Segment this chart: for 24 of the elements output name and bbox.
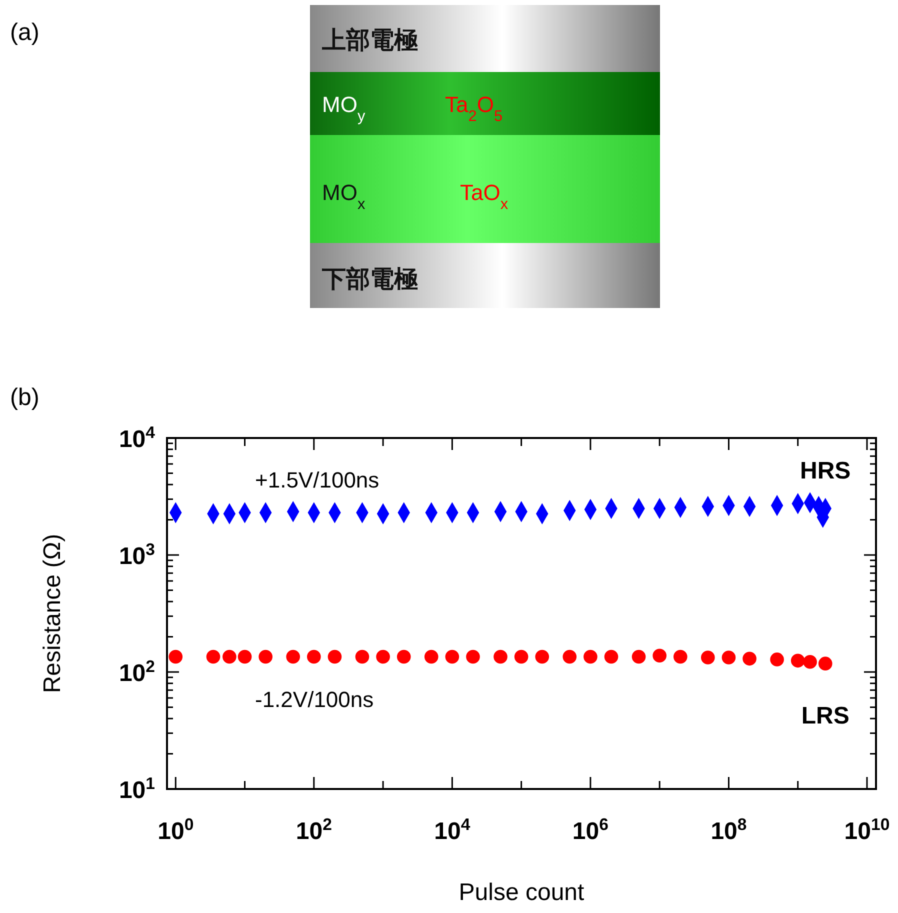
- x-axis-title: Pulse count: [458, 879, 585, 906]
- y-tick-label: 10$^{4}$: [118, 422, 156, 453]
- y-axis-title: Resistance (Ω): [39, 534, 66, 694]
- text: 上部電極: [321, 27, 418, 54]
- chart-title: (b): [10, 384, 40, 411]
- y-tick-label: 10$^{3}$: [118, 540, 155, 570]
- x-tick-label: 10$^{6}$: [572, 814, 608, 845]
- x-tick-label: 10$^{2}$: [296, 814, 332, 845]
- x-tick-label: 10$^{4}$: [434, 814, 471, 845]
- annotation: -1.2V/100ns: [255, 686, 374, 712]
- x-tick-label: 10$^{0}$: [158, 814, 194, 845]
- annotation: +1.5V/100ns: [255, 468, 380, 493]
- text: 下部電極: [321, 266, 418, 293]
- series-label: LRS: [801, 702, 850, 730]
- text: TaO$_{x}$: [460, 180, 508, 212]
- text: (a): [10, 19, 40, 46]
- text: MO$_{y}$: [322, 92, 366, 124]
- series-label: HRS: [800, 457, 851, 484]
- y-tick-label: 10$^{1}$: [118, 774, 155, 804]
- text: MO$_{x}$: [322, 180, 366, 212]
- x-tick-label: 10$^{8}$: [710, 814, 747, 845]
- x-tick-label: 10$^{10}$: [844, 814, 890, 845]
- text: Ta$_{2}$O$_{5}$: [445, 92, 502, 124]
- y-tick-label: 10$^{2}$: [118, 656, 155, 687]
